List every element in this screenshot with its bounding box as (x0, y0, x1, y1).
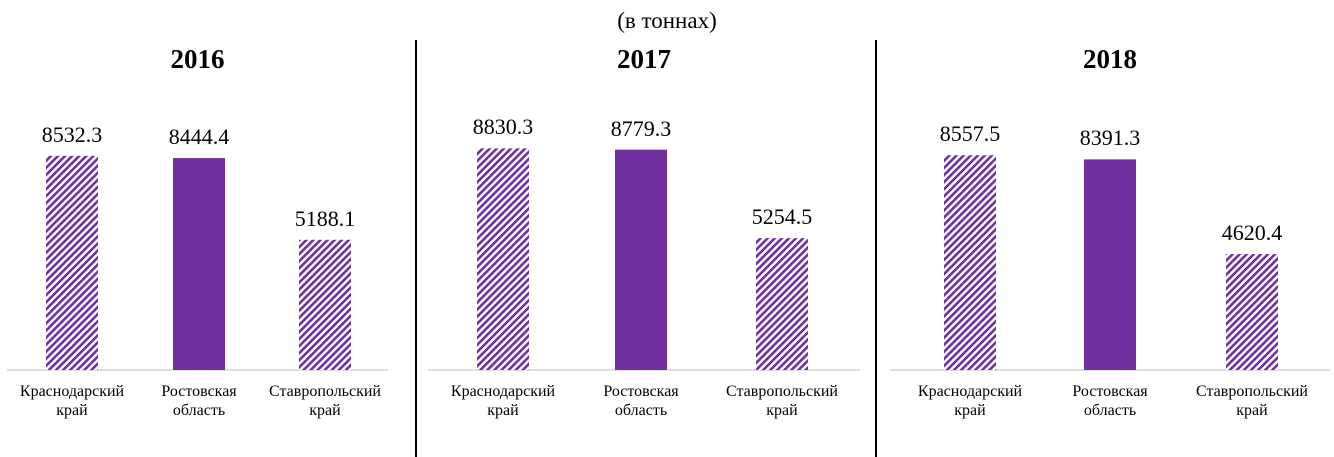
x-tick-label: Ростовская область (603, 383, 679, 419)
chart-title: 2018 (1083, 44, 1137, 74)
bar (173, 158, 225, 370)
bar (1226, 254, 1278, 370)
x-tick-label: Ставропольский край (269, 383, 381, 419)
x-tick-label: Ростовская область (161, 383, 237, 419)
bar (615, 149, 667, 370)
x-tick-label: Ростовская область (1072, 383, 1148, 419)
value-label: 8391.3 (1079, 125, 1141, 151)
x-tick-label: Краснодарский край (917, 383, 1023, 419)
bar (756, 238, 808, 370)
x-tick-label: Краснодарский край (19, 383, 125, 419)
value-label: 5188.1 (294, 205, 356, 231)
value-label: 8532.3 (41, 121, 103, 147)
x-tick-label: Краснодарский край (450, 383, 556, 419)
value-label: 4620.4 (1221, 220, 1283, 246)
value-label: 8779.3 (610, 115, 672, 141)
chart-title: 2017 (617, 44, 671, 74)
x-tick-label: Ставропольский край (1196, 383, 1308, 419)
bar (46, 155, 98, 370)
value-label: 5254.5 (751, 204, 813, 230)
value-label: 8557.5 (939, 121, 1001, 147)
bar (477, 148, 529, 370)
bar (299, 239, 351, 370)
subtitle: (в тоннах) (617, 8, 717, 33)
value-label: 8830.3 (472, 114, 534, 140)
x-tick-label: Ставропольский край (726, 383, 838, 419)
value-label: 8444.4 (168, 124, 230, 150)
chart-title: 2016 (170, 44, 225, 74)
bar (944, 155, 996, 370)
bar (1084, 159, 1136, 370)
